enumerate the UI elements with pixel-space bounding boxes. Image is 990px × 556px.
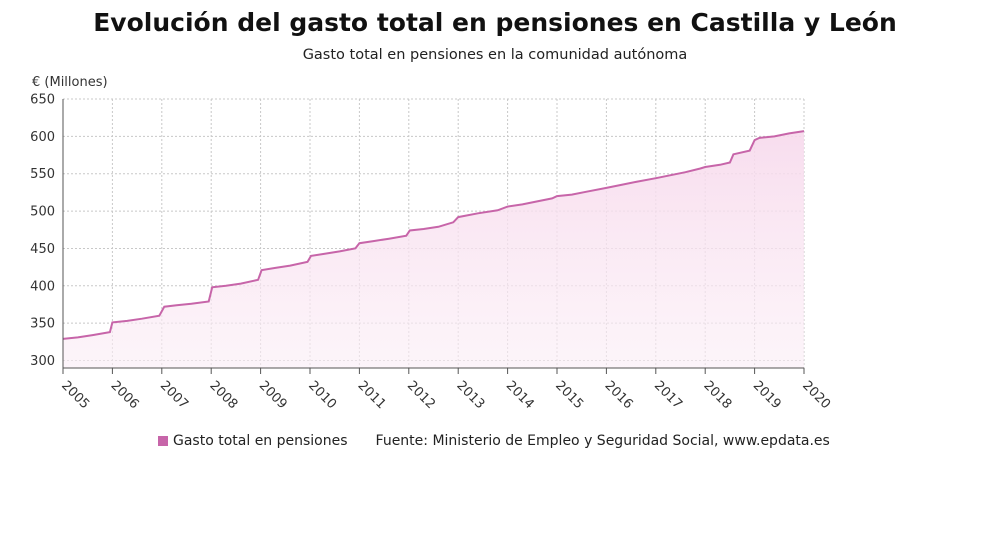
legend-swatch — [158, 436, 168, 446]
y-tick-label: 550 — [30, 167, 55, 182]
y-tick-label: 300 — [30, 354, 55, 369]
y-tick-label: 450 — [30, 242, 55, 257]
chart-title: Evolución del gasto total en pensiones e… — [93, 8, 897, 37]
y-axis-label: € (Millones) — [32, 75, 108, 90]
y-tick-label: 400 — [30, 279, 55, 294]
x-tick-label: 2008 — [206, 378, 240, 412]
x-tick-label: 2017 — [651, 378, 685, 412]
x-tick-label: 2011 — [355, 378, 389, 412]
x-tick-label: 2015 — [552, 378, 586, 412]
x-tick-label: 2006 — [108, 378, 142, 412]
series-area — [63, 131, 804, 368]
x-tick-label: 2019 — [750, 378, 784, 412]
y-tick-label: 650 — [30, 93, 55, 108]
y-tick-label: 500 — [30, 205, 55, 220]
x-tick-label: 2014 — [503, 378, 537, 412]
source-note: Fuente: Ministerio de Empleo y Seguridad… — [375, 433, 830, 449]
y-tick-label: 350 — [30, 317, 55, 332]
x-tick-label: 2018 — [700, 378, 734, 412]
x-tick-label: 2010 — [305, 378, 339, 412]
x-tick-label: 2013 — [453, 378, 487, 412]
x-tick-label: 2009 — [256, 378, 290, 412]
x-tick-label: 2016 — [602, 378, 636, 412]
x-tick-label: 2020 — [799, 378, 833, 412]
y-tick-label: 600 — [30, 130, 55, 145]
series-line — [62, 130, 805, 340]
x-tick-label: 2012 — [404, 378, 438, 412]
legend-series-label: Gasto total en pensiones — [173, 433, 348, 449]
x-tick-label: 2005 — [58, 378, 92, 412]
legend: Gasto total en pensiones Fuente: Ministe… — [158, 433, 830, 449]
x-tick-label: 2007 — [157, 378, 191, 412]
chart-subtitle: Gasto total en pensiones en la comunidad… — [302, 47, 688, 63]
axes — [62, 99, 805, 374]
